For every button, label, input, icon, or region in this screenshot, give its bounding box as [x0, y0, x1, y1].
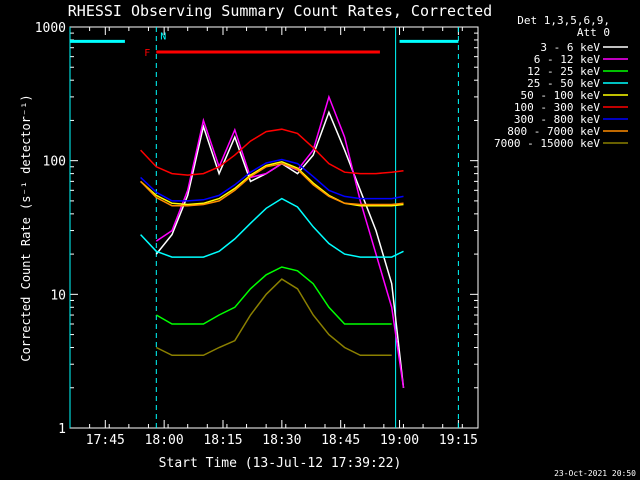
series-line	[140, 128, 404, 176]
tick-labels: 1 10 100 1000 17:45 18:00 18:15 18:30 18:45 19:00…	[35, 21, 478, 448]
legend-header: Det 1,3,5,6,9,	[517, 14, 610, 27]
y-axis-label: Corrected Count Rate (s⁻¹ detector⁻¹)	[19, 94, 33, 361]
legend-entry-label: 25 - 50 keV	[527, 77, 600, 90]
x-tick-label: 19:00	[380, 433, 419, 448]
y-tick-label: 1	[58, 422, 66, 437]
series-line	[140, 197, 404, 258]
legend-entry-label: 12 - 25 keV	[527, 65, 600, 78]
x-tick-label: 18:45	[321, 433, 360, 448]
series-line	[140, 161, 404, 207]
legend-entry-label: 300 - 800 keV	[514, 113, 600, 126]
series-line	[155, 266, 392, 325]
night-label: N	[160, 31, 166, 42]
timestamp: 23-Oct-2021 20:50	[554, 469, 636, 478]
legend-entry-label: 7000 - 15000 keV	[494, 137, 600, 150]
series-lines	[140, 94, 405, 388]
y-tick-label: 10	[50, 288, 66, 303]
chart-title: RHESSI Observing Summary Count Rates, Co…	[68, 2, 492, 20]
x-tick-label: 18:15	[203, 433, 242, 448]
annotation-markers: NF	[69, 27, 459, 428]
y-tick-label: 1000	[35, 21, 66, 36]
legend-entry-label: 50 - 100 keV	[521, 89, 601, 102]
legend-entry-label: 100 - 300 keV	[514, 101, 600, 114]
x-tick-label: 19:15	[439, 433, 478, 448]
x-tick-label: 17:45	[86, 433, 125, 448]
legend-entry-label: 6 - 12 keV	[534, 53, 601, 66]
legend-entry-label: 3 - 6 keV	[540, 41, 600, 54]
y-tick-label: 100	[43, 155, 66, 170]
series-line	[140, 162, 404, 207]
series-line	[155, 278, 392, 357]
legend-entry-label: 800 - 7000 keV	[507, 125, 600, 138]
legend-header: Att 0	[577, 26, 610, 39]
series-line	[140, 158, 404, 202]
x-tick-label: 18:00	[145, 433, 184, 448]
x-tick-label: 18:30	[262, 433, 301, 448]
x-axis-label: Start Time (13-Jul-12 17:39:22)	[159, 456, 402, 471]
flare-flag-label: F	[144, 48, 150, 59]
